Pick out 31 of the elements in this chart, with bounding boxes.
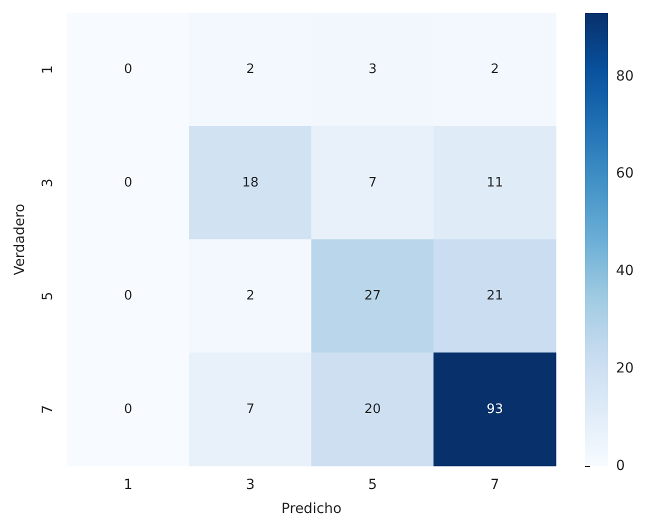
data-label: 2 bbox=[246, 62, 255, 78]
y-tick-label: 1 bbox=[40, 65, 56, 74]
data-label: 18 bbox=[242, 175, 259, 190]
data-label: 0 bbox=[124, 175, 132, 190]
color-bar-label: 80 bbox=[616, 68, 634, 84]
data-label: 20 bbox=[364, 402, 381, 417]
y-tick-label: 5 bbox=[40, 292, 56, 301]
data-label: 27 bbox=[364, 288, 381, 304]
x-tick-label: 3 bbox=[246, 477, 255, 493]
x-tick-label: 7 bbox=[490, 477, 500, 493]
color-bar-label: 20 bbox=[616, 360, 634, 377]
data-label: 7 bbox=[246, 402, 255, 417]
data-label: 93 bbox=[486, 402, 504, 417]
data-label: 7 bbox=[368, 175, 377, 190]
color-bar-label: 40 bbox=[616, 263, 634, 280]
data-label: 0 bbox=[124, 62, 132, 78]
x-tick-label: 5 bbox=[368, 477, 378, 493]
color-bar-label: 60 bbox=[616, 166, 634, 182]
y-axis-title: Verdadero bbox=[12, 204, 28, 276]
y-tick-label: 7 bbox=[40, 404, 56, 414]
data-label: 3 bbox=[368, 62, 377, 78]
data-label: 11 bbox=[486, 175, 504, 190]
data-label: 0 bbox=[124, 288, 132, 304]
data-label: 21 bbox=[486, 288, 504, 304]
x-axis-title: Predicho bbox=[281, 501, 342, 517]
data-label: 2 bbox=[246, 288, 255, 304]
data-label: 2 bbox=[490, 62, 500, 78]
data-label: 0 bbox=[124, 402, 132, 417]
x-tick-label: 1 bbox=[124, 477, 133, 493]
y-tick-label: 3 bbox=[40, 178, 56, 188]
color-bar-label: 0 bbox=[616, 458, 625, 474]
